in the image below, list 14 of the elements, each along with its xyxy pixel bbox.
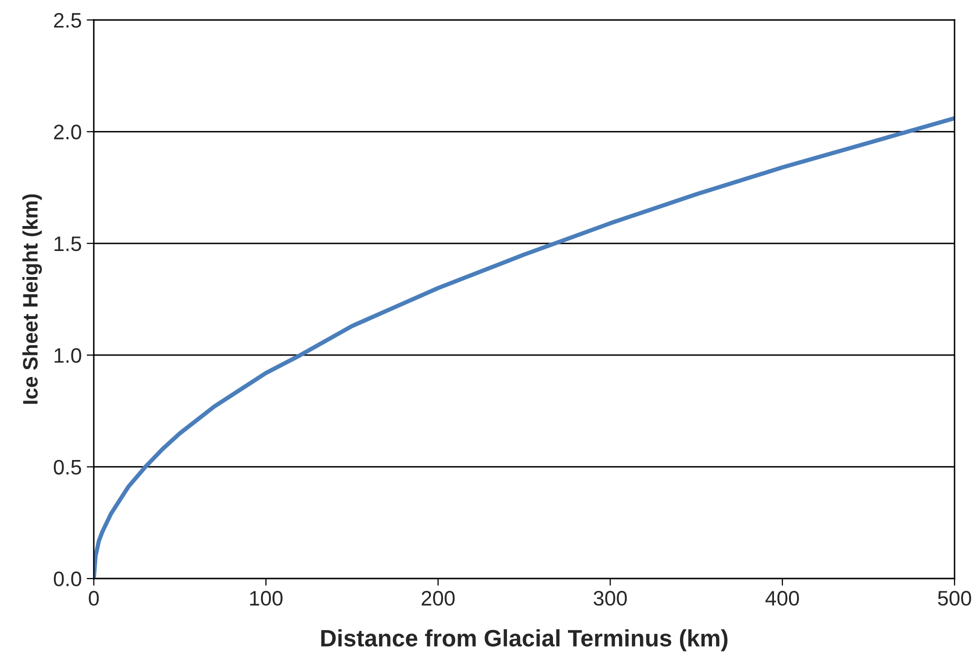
x-axis-title: Distance from Glacial Terminus (km) — [321, 629, 728, 652]
y-tick-label: 2.0 — [54, 124, 82, 140]
x-tick-label: 200 — [422, 590, 455, 606]
x-tick-label: 100 — [250, 590, 283, 606]
y-axis-title: Ice Sheet Height (km) — [22, 194, 42, 404]
x-tick-label: 500 — [938, 590, 972, 606]
y-tick-label: 0.0 — [54, 572, 82, 586]
y-tick-label: 0.5 — [54, 460, 82, 475]
y-tick-label: 1.0 — [54, 348, 82, 363]
x-tick-label: 400 — [765, 590, 799, 606]
y-tick-label: 1.5 — [54, 236, 82, 252]
x-tick-label: 300 — [594, 590, 627, 606]
x-tick-label: 0 — [88, 590, 99, 606]
y-tick-label: 2.5 — [54, 12, 82, 28]
